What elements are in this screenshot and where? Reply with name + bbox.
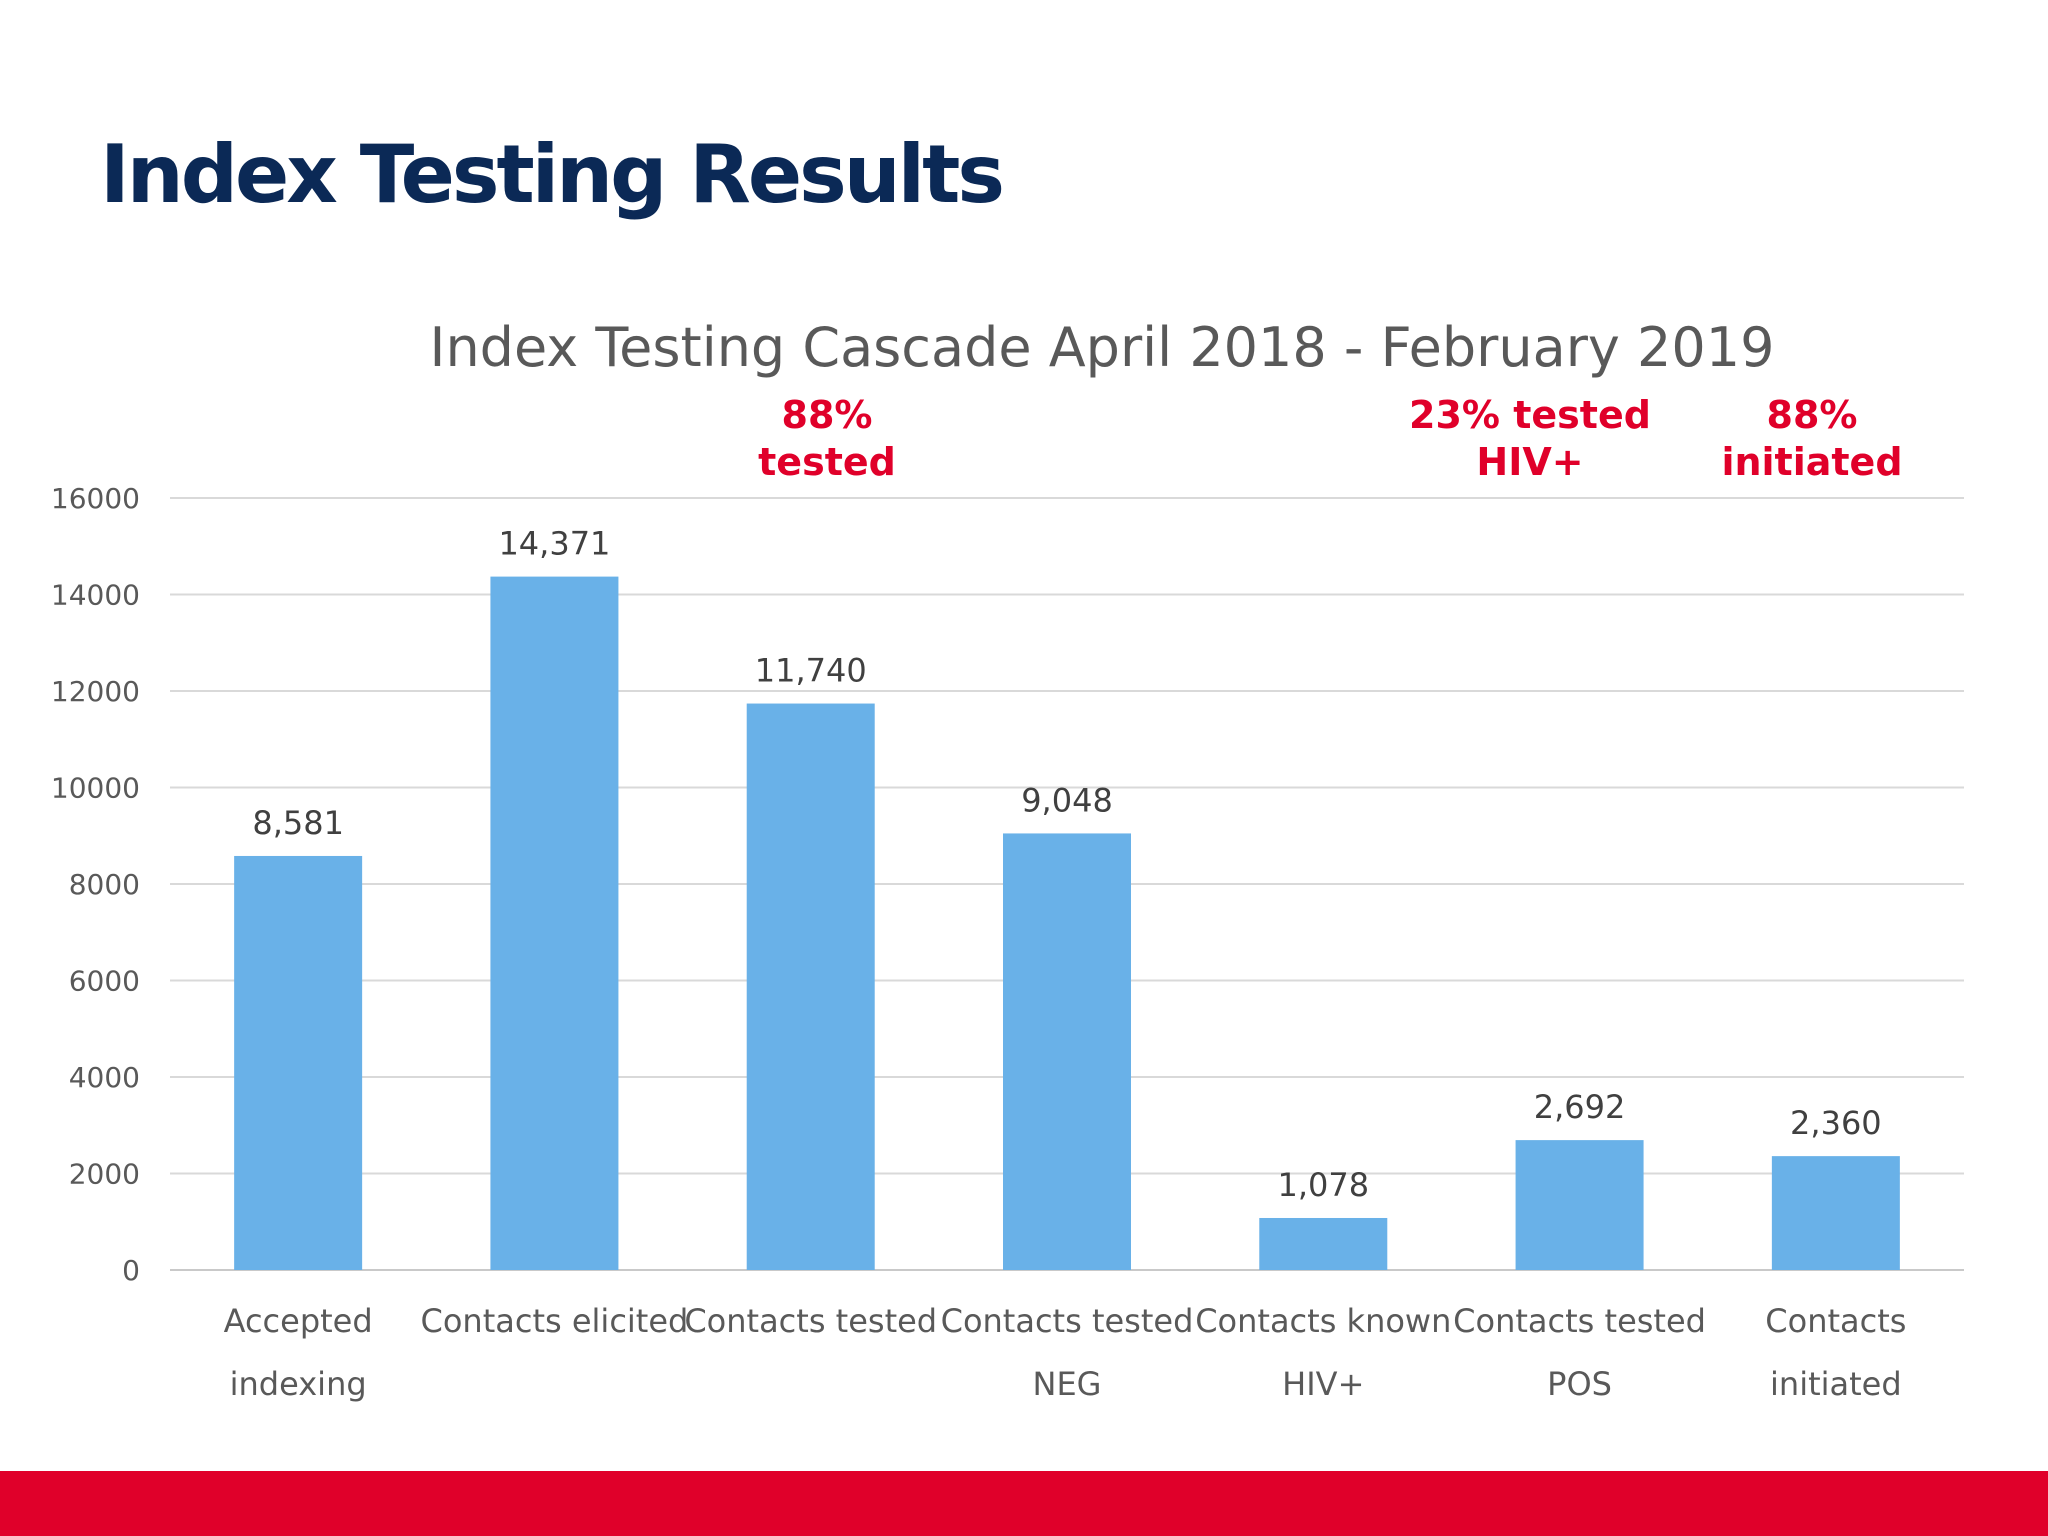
chart-title: Index Testing Cascade April 2018 - Febru… xyxy=(430,316,1775,379)
bars xyxy=(234,576,1900,1270)
bar xyxy=(746,703,875,1270)
x-tick-label: Contacts initiated xyxy=(1765,1302,1906,1403)
x-tick-label: Contacts tested POS xyxy=(1453,1302,1706,1403)
x-tick-label: Contacts tested NEG xyxy=(941,1302,1194,1403)
data-label: 9,048 xyxy=(1021,781,1113,819)
data-label: 14,371 xyxy=(498,525,610,563)
footer-bar xyxy=(0,1471,2048,1536)
y-tick-label: 4000 xyxy=(69,1061,140,1094)
annotation: 88% initiated xyxy=(1721,393,1902,484)
y-axis-ticks: 0 2000 4000 6000 8000 10000 12000 14000 16000 xyxy=(51,482,140,1287)
y-tick-label: 8000 xyxy=(69,868,140,901)
data-label: 8,581 xyxy=(252,804,344,842)
x-tick-label: Contacts elicited xyxy=(421,1302,689,1340)
bar xyxy=(1003,833,1131,1270)
page-title: Index Testing Results xyxy=(100,128,1005,221)
y-tick-label: 10000 xyxy=(51,772,140,805)
data-label: 11,740 xyxy=(755,652,867,690)
y-tick-label: 0 xyxy=(122,1254,140,1287)
y-tick-label: 12000 xyxy=(51,675,140,708)
x-tick-label: Contacts tested xyxy=(684,1302,937,1340)
x-tick-label: Contacts known HIV+ xyxy=(1195,1302,1451,1403)
y-tick-label: 16000 xyxy=(51,482,140,515)
bar xyxy=(1515,1140,1644,1270)
data-label: 2,692 xyxy=(1534,1088,1626,1126)
bar xyxy=(1259,1217,1388,1270)
y-tick-label: 2000 xyxy=(69,1158,140,1191)
annotation: 23% tested HIV+ xyxy=(1409,393,1651,484)
bar-chart: Index Testing Cascade April 2018 - Febru… xyxy=(51,316,1964,1403)
y-tick-label: 14000 xyxy=(51,579,140,612)
bar xyxy=(490,576,619,1270)
y-tick-label: 6000 xyxy=(69,965,140,998)
bar xyxy=(234,855,363,1270)
data-labels: 8,581 14,371 11,740 9,048 1,078 2,692 2,360 xyxy=(252,525,1881,1204)
annotation: 88% tested xyxy=(758,393,896,484)
data-label: 1,078 xyxy=(1277,1166,1369,1204)
x-tick-label: Accepted indexing xyxy=(224,1302,373,1403)
annotations: 88% tested 23% tested HIV+ 88% initiated xyxy=(758,393,1902,484)
bar xyxy=(1771,1156,1900,1270)
data-label: 2,360 xyxy=(1790,1104,1882,1142)
